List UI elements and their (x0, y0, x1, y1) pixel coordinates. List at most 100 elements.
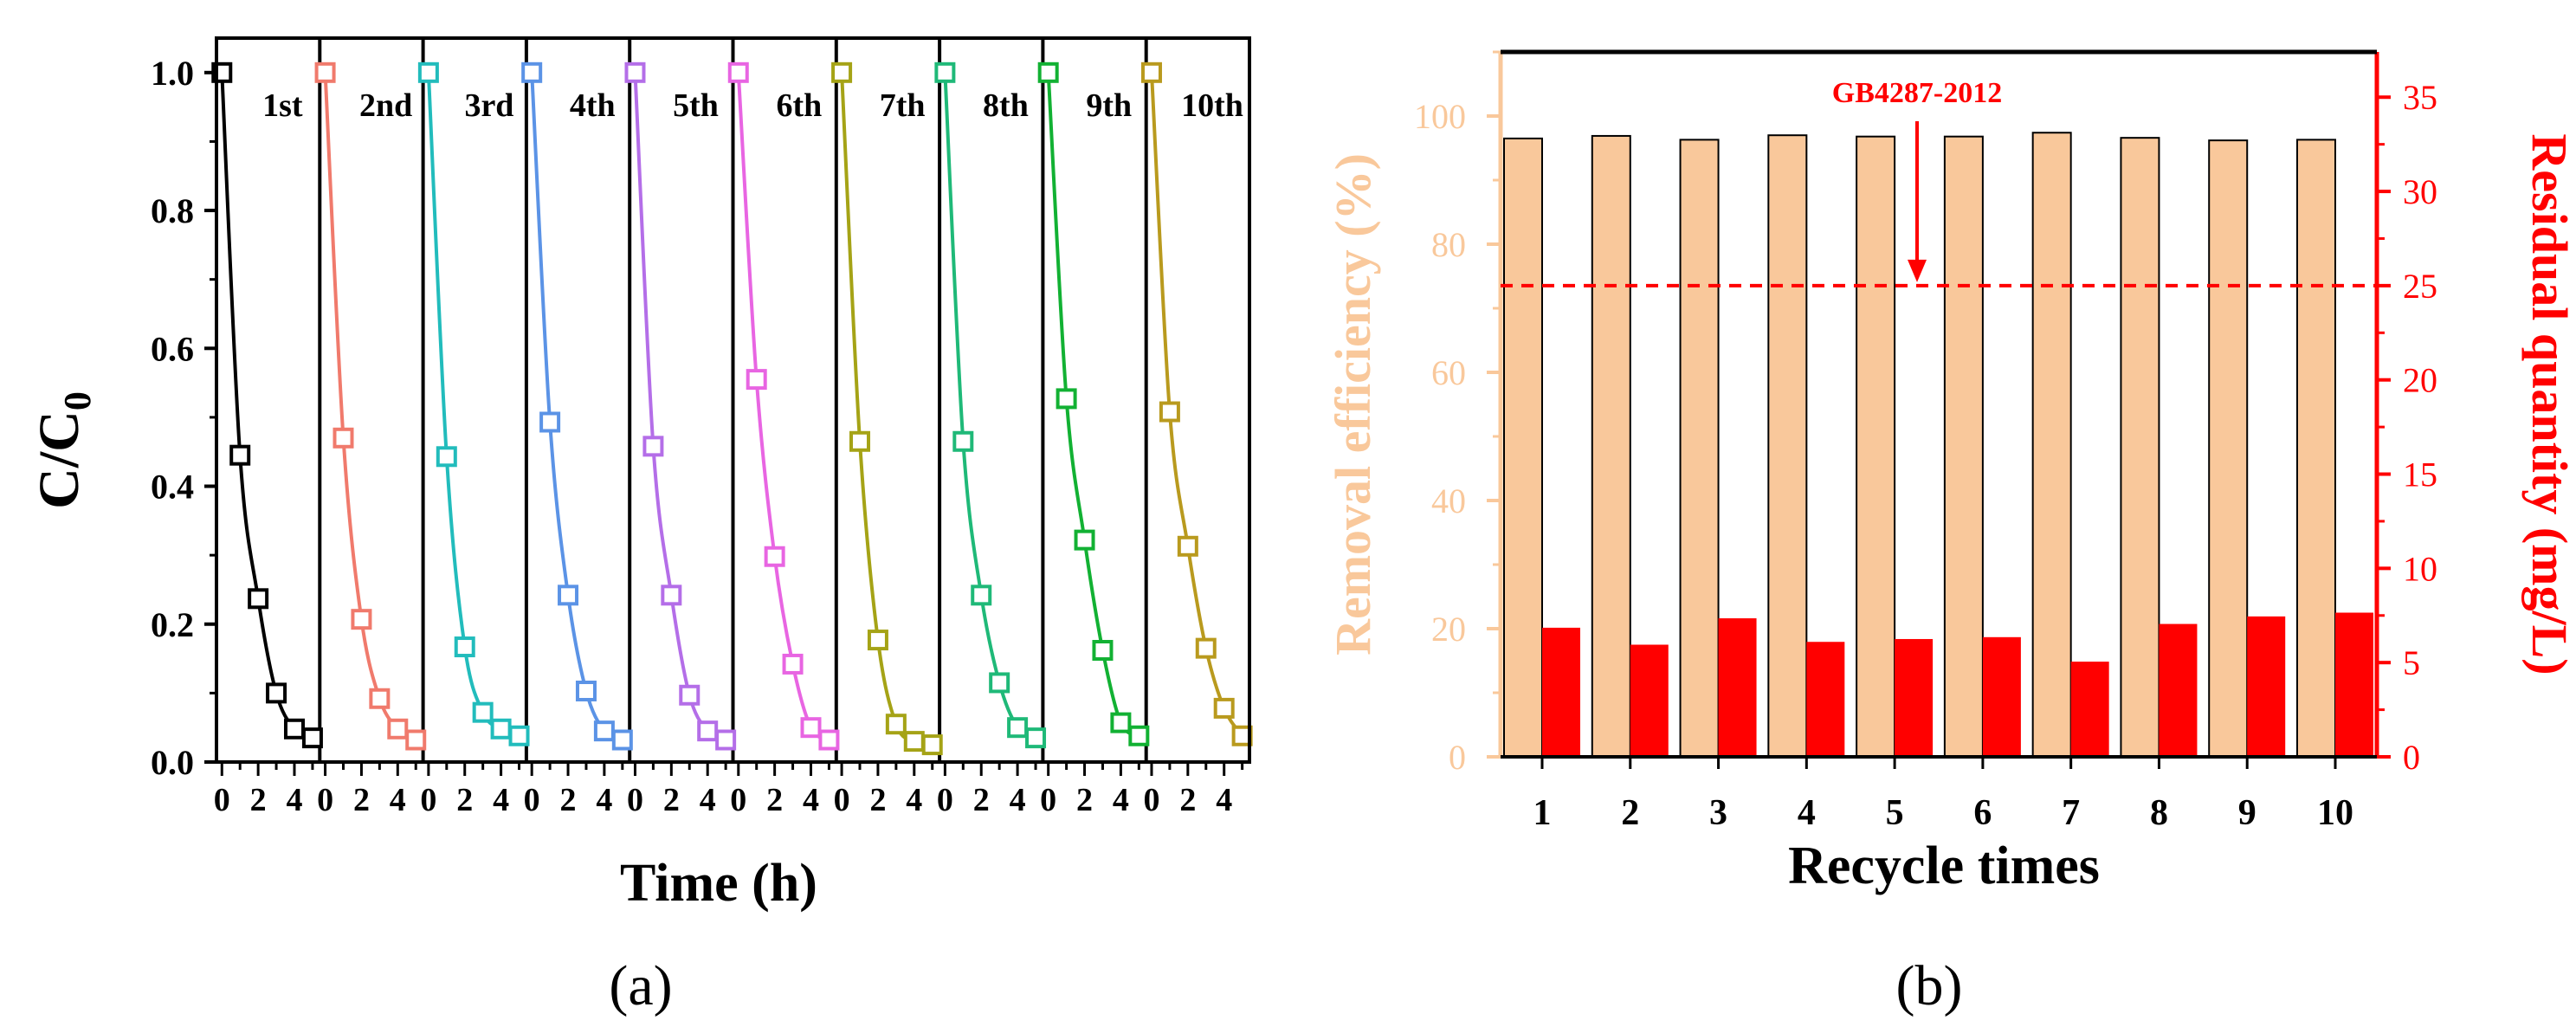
x-tick-label: 4 (1216, 782, 1232, 818)
panel-a-frame (215, 36, 1251, 764)
x-tick-label: 0 (627, 782, 643, 818)
x-tick-label: 4 (1798, 793, 1816, 833)
residual-bar (1982, 636, 2021, 757)
x-tick-label: 0 (317, 782, 333, 818)
data-point (642, 436, 664, 457)
x-tick-label: 4 (1010, 782, 1026, 818)
data-point (1195, 637, 1217, 659)
right-tick-label: 0 (2403, 738, 2420, 777)
cycle-label: 5th (673, 87, 719, 124)
x-tick-label: 4 (390, 782, 406, 818)
series-7th: 7th (831, 61, 943, 756)
x-tick-label: 0 (1143, 782, 1159, 818)
right-tick-label: 20 (2403, 361, 2437, 400)
removal-bar (1591, 134, 1631, 758)
residual-bar (2070, 662, 2109, 757)
y-tick-label: 1.0 (151, 54, 194, 93)
x-tick-label: 2 (456, 782, 473, 818)
cycle-label: 4th (570, 87, 616, 124)
panel-a-x-label: Time (h) (620, 854, 817, 913)
removal-bar (1767, 134, 1808, 758)
panel-b-y-label-right: Residual quantity (mg/L) (2521, 133, 2576, 675)
data-point (818, 729, 840, 751)
x-tick-label: 2 (250, 782, 267, 818)
x-tick-label: 4 (493, 782, 509, 818)
series-1st: 1st (211, 61, 323, 749)
x-tick-label: 7 (2062, 793, 2080, 833)
series-line (736, 72, 830, 742)
removal-bar (2296, 139, 2336, 758)
x-tick-label: 0 (730, 782, 746, 818)
data-point (611, 729, 633, 751)
y-tick-label: 0.6 (151, 329, 194, 368)
series-9th: 9th (1037, 61, 1150, 746)
data-point (921, 734, 943, 756)
x-tick-label: 4 (803, 782, 819, 818)
threshold-arrow (1908, 121, 1927, 282)
residual-bar (1895, 638, 1934, 757)
x-tick-label: 0 (937, 782, 953, 818)
data-point (490, 718, 512, 740)
removal-bar (2031, 132, 2072, 759)
data-point (679, 684, 700, 706)
x-tick-label: 2 (973, 782, 990, 818)
residual-bar (1542, 627, 1580, 757)
data-point (903, 731, 925, 752)
data-point (1159, 401, 1180, 423)
cycle-label: 6th (776, 87, 822, 124)
panel-b-y-label-left: Removal efficiency (%) (1325, 153, 1381, 656)
data-point (1037, 61, 1059, 83)
panel-b-x-label: Recycle times (1788, 836, 2100, 895)
x-tick-label: 1 (1533, 793, 1552, 833)
left-tick-label: 80 (1431, 225, 1466, 264)
x-tick-label: 5 (1886, 793, 1904, 833)
data-point (697, 720, 719, 742)
removal-bar (1943, 135, 1984, 758)
data-point (521, 61, 543, 83)
series-5th: 5th (624, 61, 737, 751)
data-point (436, 446, 457, 468)
data-point (266, 682, 287, 704)
y-tick-label: 0.0 (151, 743, 194, 782)
data-point (454, 636, 475, 658)
cycle-label: 3rd (464, 87, 513, 124)
panel-b-bars (1503, 132, 2373, 759)
removal-bar (2208, 139, 2249, 758)
x-tick-label: 0 (834, 782, 850, 818)
panel-a-y-label-main: C/C (28, 410, 91, 509)
data-point (593, 720, 615, 742)
data-point (989, 672, 1010, 694)
data-point (800, 717, 822, 739)
data-point (746, 369, 767, 391)
threshold-arrow-head (1908, 259, 1927, 282)
data-point (1128, 725, 1150, 746)
x-tick-label: 2 (766, 782, 783, 818)
series-line (220, 72, 313, 740)
series-line (426, 72, 520, 738)
right-tick-label: 35 (2403, 78, 2437, 117)
data-point (849, 430, 871, 452)
panel-b-right-axis: 0 5 10 15 20 25 30 35 (2374, 52, 2437, 777)
data-point (539, 411, 561, 433)
x-tick-label: 3 (1709, 793, 1727, 833)
left-tick-label: 100 (1414, 97, 1466, 136)
residual-bar (2247, 616, 2286, 757)
x-tick-label: 6 (1973, 793, 1992, 833)
x-tick-label: 4 (700, 782, 716, 818)
left-tick-label: 0 (1449, 738, 1466, 777)
right-tick-label: 5 (2403, 643, 2420, 682)
data-point (405, 729, 427, 751)
panel-b-x-axis: 1 2 3 4 5 6 7 8 9 10 (1533, 757, 2353, 833)
data-point (867, 630, 888, 651)
cycle-label: 7th (880, 87, 926, 124)
data-point (727, 61, 749, 83)
left-tick-label: 60 (1431, 353, 1466, 392)
data-point (1110, 712, 1132, 733)
data-point (715, 729, 737, 751)
cycle-label: 10th (1181, 87, 1243, 124)
series-2nd: 2nd (314, 61, 427, 751)
residual-bar (2159, 623, 2198, 757)
x-tick-label: 2 (663, 782, 680, 818)
